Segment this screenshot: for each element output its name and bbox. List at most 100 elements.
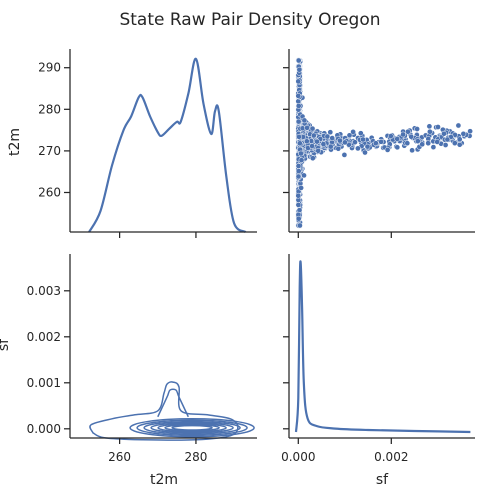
scatter-point [310, 132, 317, 139]
scatter-point [360, 136, 366, 143]
scatter-point [309, 143, 315, 149]
scatter-point [441, 130, 447, 137]
kde-contour-peak [157, 388, 189, 418]
scatter-point [414, 126, 420, 132]
scatter-point [295, 202, 302, 208]
y-tick-label-sf: 0.000 [27, 422, 61, 436]
scatter-point [295, 163, 302, 169]
scatter-point [350, 129, 356, 135]
scatter-point [295, 192, 302, 199]
scatter-point [352, 139, 358, 146]
scatter-point [296, 66, 303, 73]
scatter-point [451, 140, 458, 146]
scatter-point [426, 123, 433, 130]
scatter-point [404, 140, 411, 147]
scatter-point [427, 128, 433, 135]
scatter-point [357, 130, 364, 137]
x-tick-label-t2m: 280 [184, 450, 207, 464]
scatter-point [327, 143, 334, 150]
scatter-point [387, 133, 394, 139]
scatter-point [425, 140, 432, 147]
kde-contour-ring [157, 423, 227, 433]
scatter-point [296, 140, 303, 147]
scatter-point [435, 124, 441, 130]
y-tick-label-t2m: 290 [38, 61, 61, 75]
x-tick-label-t2m: 260 [108, 450, 131, 464]
kde-contour-ring [143, 420, 241, 435]
y-tick-label-sf: 0.003 [27, 284, 61, 298]
kde-contour-ring [171, 424, 213, 431]
y-tick-label-sf: 0.001 [27, 376, 61, 390]
scatter-point [296, 133, 302, 140]
sf-kde-line [294, 260, 471, 434]
scatter-point [372, 140, 379, 147]
x-axis-label-t2m: t2m [150, 472, 178, 488]
scatter-point [303, 138, 310, 145]
x-tick-label-sf: 0.002 [374, 450, 408, 464]
scatter-point [295, 118, 302, 125]
scatter-point [346, 132, 353, 139]
scatter-point [355, 145, 361, 152]
scatter-point [409, 147, 415, 154]
scatter-point [329, 135, 336, 141]
scatter-point [400, 131, 406, 138]
scatter-point [362, 149, 368, 156]
x-tick-label-sf: 0.000 [281, 450, 315, 464]
scatter-point [320, 141, 327, 147]
x-axis-label-sf: sf [376, 472, 389, 488]
scatter-point [460, 130, 467, 137]
scatter-point [378, 138, 384, 145]
chart-title: State Raw Pair Density Oregon [119, 10, 380, 30]
scatter-point [309, 125, 316, 132]
scatter-point [364, 143, 371, 150]
scatter-point [342, 139, 348, 146]
scatter-point [298, 157, 305, 164]
scatter-point [298, 185, 304, 191]
sf-vs-t2m-scatter-panel [295, 57, 473, 229]
y-tick-label-t2m: 260 [38, 185, 61, 199]
scatter-point [419, 141, 426, 148]
kde-contour-ring [164, 424, 220, 432]
scatter-point [394, 136, 401, 142]
scatter-point [394, 144, 401, 151]
y-axis-label-sf: sf [0, 338, 12, 351]
scatter-point [295, 103, 302, 109]
y-tick-label-sf: 0.002 [27, 330, 61, 344]
scatter-point [408, 133, 415, 140]
scatter-point [405, 128, 411, 135]
scatter-point [337, 137, 343, 144]
scatter-point [384, 147, 391, 153]
scatter-point [430, 144, 437, 150]
scatter-point [295, 93, 302, 99]
kde-contour-ring [136, 419, 248, 437]
t2m-kde-line [88, 57, 247, 233]
scatter-point [295, 57, 302, 64]
scatter-point [341, 152, 348, 158]
scatter-point [298, 150, 304, 157]
scatter-point [295, 215, 302, 222]
sf-kde-panel [294, 260, 471, 434]
scatter-point [295, 173, 302, 180]
scatter-point [295, 168, 302, 174]
scatter-point [295, 78, 302, 85]
kde-contour-outer [89, 381, 239, 441]
t2m-vs-sf-contour-panel [89, 381, 255, 441]
kde-contours [89, 381, 255, 441]
kde-contour-ring [129, 418, 255, 438]
scatter-point [301, 172, 307, 179]
scatter-point [456, 136, 463, 143]
axes: 260 270 280 290 0.000 0.001 0.002 0.003 260 280 0.… [27, 49, 475, 464]
scatter-point [414, 138, 421, 144]
scatter-point [301, 117, 308, 124]
scatter-points [295, 57, 473, 229]
scatter-point [314, 138, 320, 145]
scatter-point [442, 142, 449, 148]
scatter-point [327, 129, 334, 136]
scatter-point [315, 147, 322, 154]
y-axis-label-t2m: t2m [7, 128, 23, 156]
scatter-point [434, 139, 441, 145]
y-tick-label-t2m: 270 [38, 144, 61, 158]
scatter-point [309, 155, 316, 162]
scatter-point [297, 222, 303, 229]
